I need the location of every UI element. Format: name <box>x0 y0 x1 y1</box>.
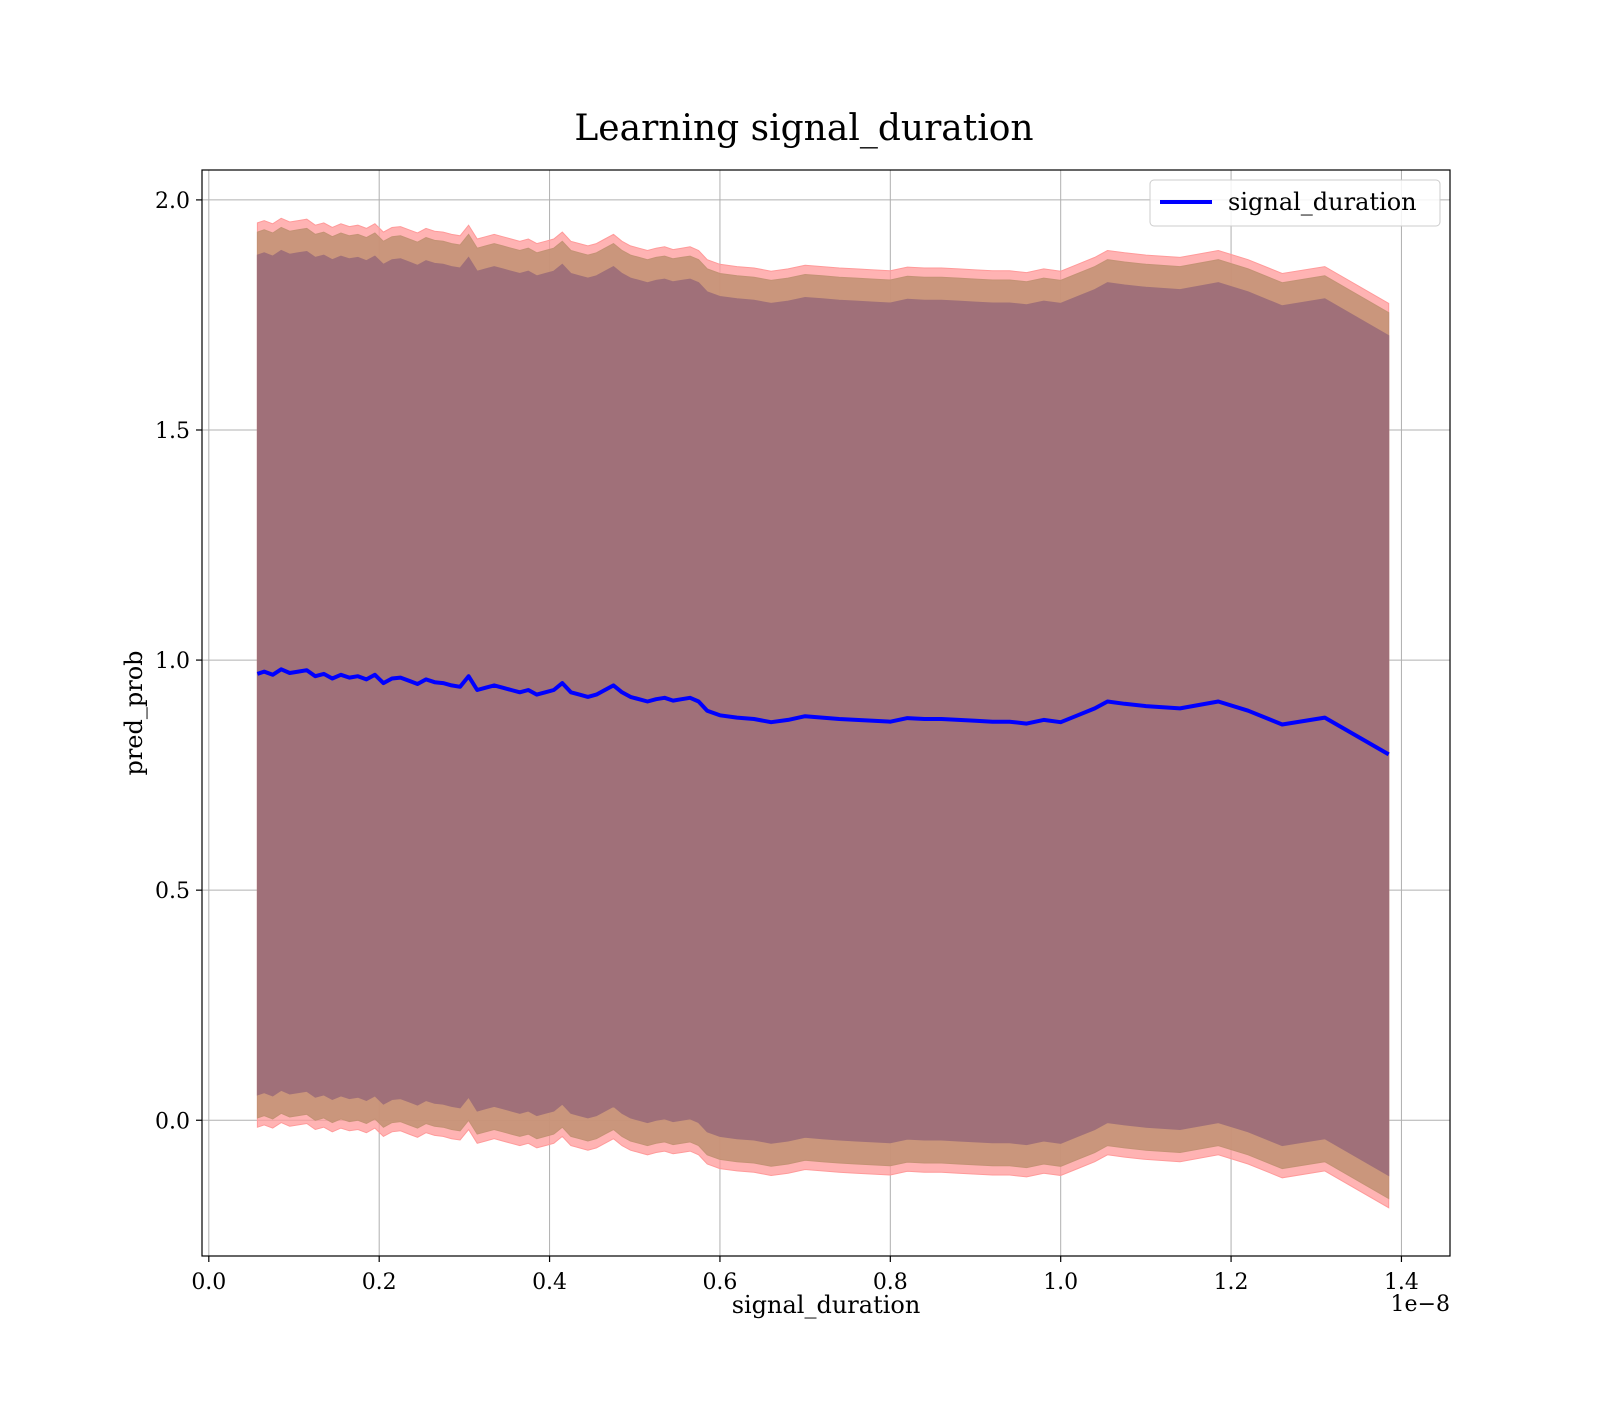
confidence-bands <box>256 217 1390 1209</box>
y-tick-label: 1.5 <box>155 419 190 444</box>
legend-box <box>1149 179 1441 227</box>
y-tick-label: 2.0 <box>155 189 190 214</box>
series-lines <box>256 667 1390 757</box>
axis-ticks: 0.0 0.2 0.4 0.6 0.8 1.0 1.2 1.4 0.0 0.5 1.0 1.5 2.0 <box>155 189 1419 1295</box>
x-tick-label: 1.0 <box>1043 1270 1078 1295</box>
x-axis-offset-label: 1e−8 <box>1391 1292 1450 1317</box>
legend-label: signal_duration <box>1228 188 1417 216</box>
chart-title: Learning signal_duration <box>574 108 1033 149</box>
y-tick-label: 0.5 <box>155 879 190 904</box>
x-tick-label: 0.2 <box>362 1270 397 1295</box>
series-line-signal-duration <box>256 667 1390 757</box>
x-tick-label: 0.0 <box>191 1270 226 1295</box>
inner-confidence-band <box>256 249 1390 1177</box>
y-axis-label: pred_prob <box>120 650 148 775</box>
x-tick-label: 0.6 <box>702 1270 737 1295</box>
x-axis-label: signal_duration <box>732 1291 921 1319</box>
y-tick-label: 1.0 <box>155 649 190 674</box>
x-tick-label: 1.2 <box>1214 1270 1249 1295</box>
x-tick-label: 0.4 <box>532 1270 567 1295</box>
x-tick-label: 0.8 <box>873 1270 908 1295</box>
legend: signal_duration <box>1149 179 1441 227</box>
y-tick-label: 0.0 <box>155 1109 190 1134</box>
x-tick-label: 1.4 <box>1384 1270 1419 1295</box>
plot-frame <box>201 169 1451 1257</box>
